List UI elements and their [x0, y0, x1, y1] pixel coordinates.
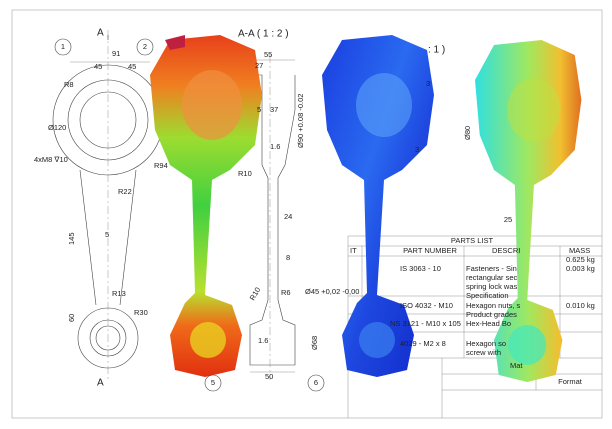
table-cell: 4029 - M2 x 8	[400, 339, 446, 348]
dimension: 1.6	[258, 336, 268, 345]
dimension: 24	[284, 212, 292, 221]
render-stress-mixed	[475, 40, 582, 382]
dimension: R22	[118, 187, 132, 196]
table-cell: 0.003 kg	[566, 264, 595, 273]
front-view	[52, 30, 164, 380]
table-title: PARTS LIST	[451, 236, 494, 245]
dimension: 1.6	[270, 142, 280, 151]
dimension: Ø120	[48, 123, 66, 132]
dimension: R13	[112, 289, 126, 298]
balloons: 1 2 5 6 25	[54, 38, 512, 392]
dimension: 45	[128, 62, 136, 71]
table-header: MASS	[569, 246, 590, 255]
table-header: IT	[350, 246, 357, 255]
table-cell: NS 3121 - M10 x 105	[390, 319, 461, 328]
table-cell: spring lock was	[466, 282, 518, 291]
dimension: R10	[238, 169, 252, 178]
render-stress-hot	[150, 35, 262, 377]
table-cell: Hexagon nuts, s	[466, 301, 520, 310]
table-cell: ISO 4032 - M10	[400, 301, 453, 310]
dimension: 50	[265, 372, 273, 381]
table-cell: Fasteners - Sin	[466, 264, 517, 273]
dimension: 8	[286, 253, 290, 262]
dimension: R30	[134, 308, 148, 317]
table-cell: Hexagon so	[466, 339, 506, 348]
table-cell: screw with	[466, 348, 501, 357]
render-stress-cold	[322, 35, 434, 377]
table-cell: IS 3063 - 10	[400, 264, 441, 273]
table-cell: 0.625 kg	[566, 255, 595, 264]
dimension: 60	[67, 314, 76, 322]
table-cell: Product grades	[466, 310, 517, 319]
dimension: R6	[281, 288, 291, 297]
table-cell: Specification	[466, 291, 509, 300]
view-title: A-A ( 1 : 2 )	[238, 29, 289, 40]
dimension: R94	[154, 161, 168, 170]
dimension: R10	[248, 286, 263, 302]
dimension: 5	[105, 230, 109, 239]
dimension: Ø45 +0,02 -0,00	[305, 287, 359, 296]
balloon: 25	[504, 215, 512, 224]
table-cell: rectangular sec	[466, 273, 518, 282]
dimensions: 91 45 45 R8 Ø120 4xM8 ∇10 R22 R94 5 145 …	[34, 49, 472, 381]
dimension: Ø80	[463, 126, 472, 140]
view-title: : 1 )	[428, 45, 445, 56]
table-header: PART NUMBER	[403, 246, 457, 255]
dimension: 55	[264, 50, 272, 59]
dimension: 145	[67, 232, 76, 245]
table-cell: Hex-Head Bo	[466, 319, 511, 328]
dimension: 5	[257, 105, 261, 114]
dimension: 91	[112, 49, 120, 58]
balloon: 1	[61, 42, 65, 51]
parts-list-text: PARTS LIST IT PART NUMBER DESCRI MASS 0.…	[350, 236, 595, 386]
dimension: 3	[426, 79, 430, 88]
title-block-cell: Mat	[510, 361, 523, 370]
dimension: Ø90 +0.08 -0.02	[296, 94, 305, 148]
dimension: 45	[94, 62, 102, 71]
balloon: 2	[143, 42, 147, 51]
dimension: 4xM8 ∇10	[34, 155, 68, 164]
table-cell: 0.010 kg	[566, 301, 595, 310]
dimension: R8	[64, 80, 74, 89]
dimension: 27	[255, 61, 263, 70]
dimension: 3	[415, 145, 419, 154]
dimension: Ø68	[310, 336, 319, 350]
table-header: DESCRI	[492, 246, 520, 255]
frame	[11, 9, 603, 419]
title-block-cell: Format	[558, 377, 583, 386]
balloon: 6	[314, 378, 318, 387]
section-marker: A	[97, 378, 104, 389]
balloon: 5	[211, 378, 215, 387]
dimension: 37	[270, 105, 278, 114]
section-marker: A	[97, 28, 104, 39]
